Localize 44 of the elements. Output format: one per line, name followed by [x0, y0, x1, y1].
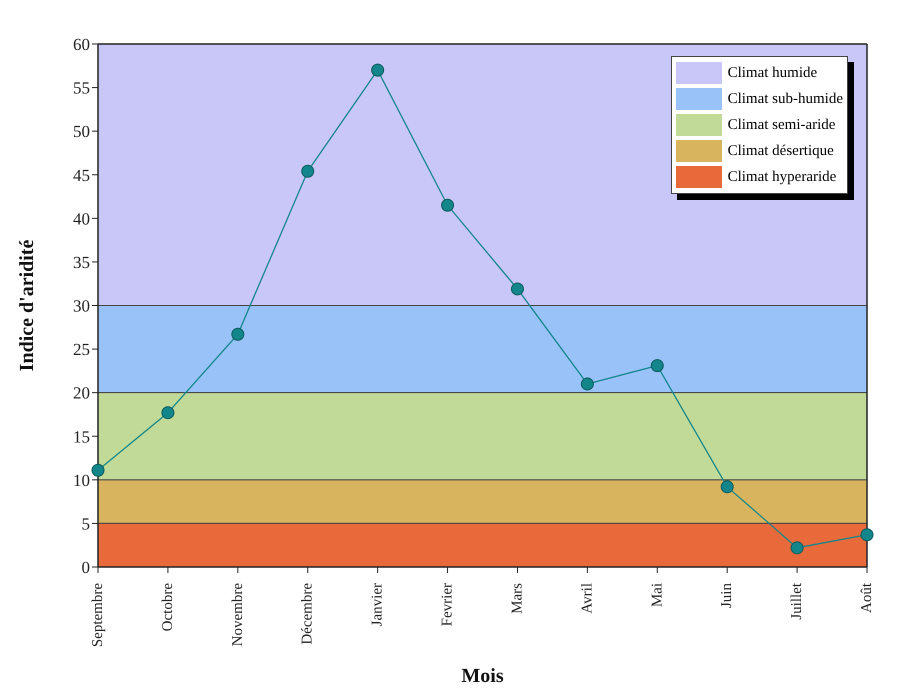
- x-tick-label: Septembre: [90, 582, 106, 648]
- x-tick-label: Fevrier: [440, 583, 456, 626]
- point: [650, 359, 664, 372]
- y-tick-label: 50: [73, 122, 90, 142]
- y-tick-label: 45: [73, 166, 90, 185]
- x-tick-label: Juillet: [789, 582, 806, 620]
- point: [510, 282, 524, 296]
- y-tick-label: 60: [73, 35, 90, 54]
- x-tick-label: Juin: [719, 582, 736, 608]
- legend-label: Climat sub-humide: [728, 90, 843, 108]
- y-tick-label: 20: [73, 384, 90, 403]
- x-tick-label: Mars: [509, 582, 526, 614]
- y-tick-label: 40: [73, 209, 90, 228]
- legend-label: Climat semi-aride: [728, 116, 836, 134]
- legend-label: Climat hyperaride: [728, 168, 836, 186]
- x-tick-label: Décembre: [300, 582, 316, 645]
- x-tick-label: Novembre: [230, 582, 246, 646]
- x-axis-title: Mois: [461, 665, 504, 687]
- x-tick-label: Janvier: [370, 583, 386, 626]
- y-tick-label: 15: [73, 427, 90, 446]
- y-tick-label: 0: [82, 558, 90, 578]
- y-tick-label: 55: [73, 78, 90, 98]
- x-tick-label: Octobre: [160, 582, 176, 632]
- y-tick-label: 10: [73, 470, 90, 490]
- y-axis-title: Indice d'aridité: [16, 240, 38, 372]
- point: [161, 406, 174, 420]
- x-tick-label: Mai: [649, 583, 666, 608]
- point: [92, 464, 104, 477]
- point: [860, 528, 874, 542]
- y-tick-label: 35: [73, 252, 90, 272]
- point: [231, 328, 244, 341]
- point: [720, 480, 734, 494]
- y-tick-label: 5: [82, 514, 90, 534]
- point: [301, 164, 314, 178]
- y-tick-label: 25: [73, 340, 90, 360]
- x-tick-label: Août: [859, 582, 875, 613]
- x-tick-label: Avril: [579, 583, 596, 614]
- y-tick-label: 30: [73, 296, 90, 316]
- point: [790, 541, 804, 554]
- point: [441, 198, 454, 212]
- point: [580, 377, 594, 390]
- point: [371, 64, 384, 77]
- legend-label: Climat désertique: [728, 142, 834, 160]
- band-label: Climat humide: [728, 64, 818, 82]
